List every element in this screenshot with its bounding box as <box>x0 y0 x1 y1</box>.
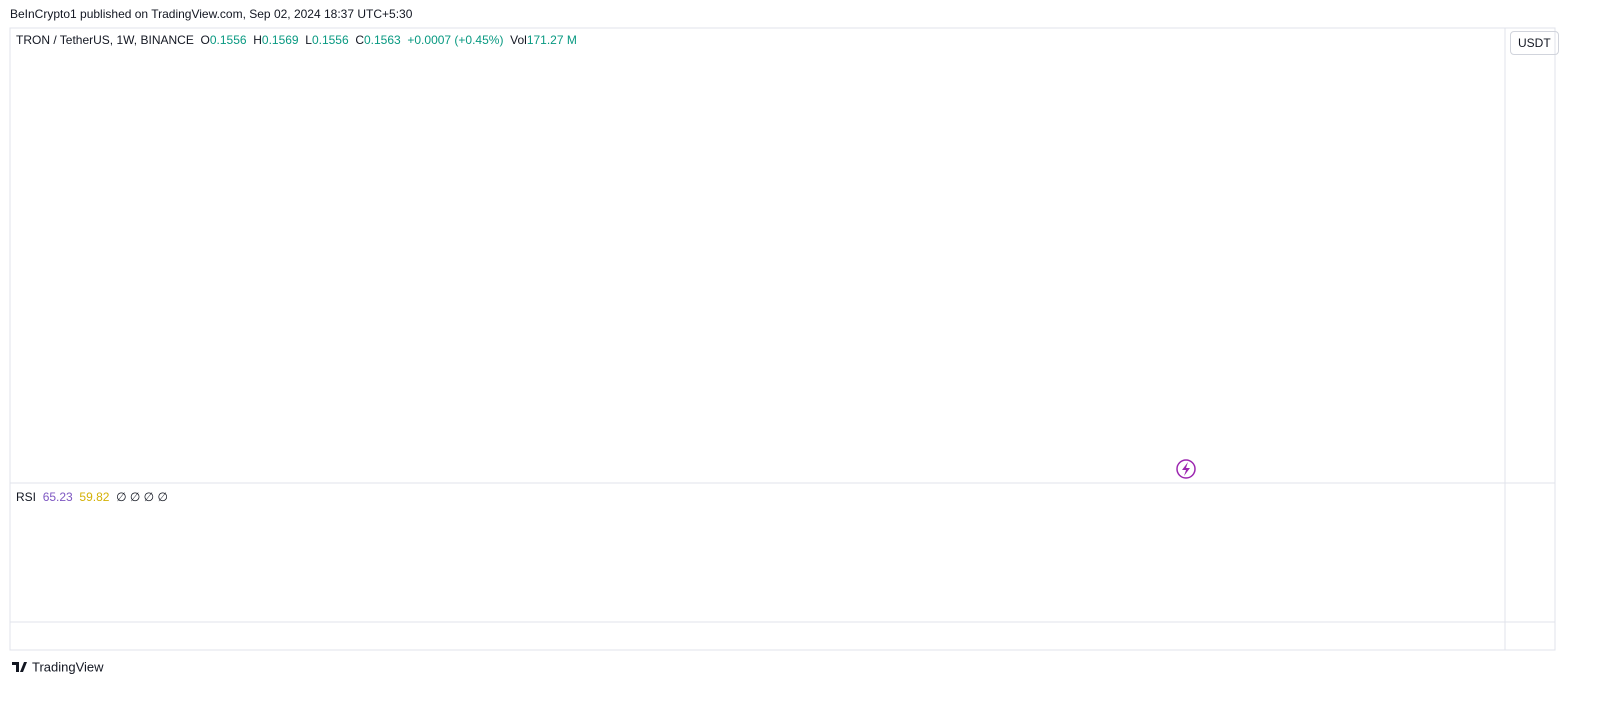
rsi-ma-value: 59.82 <box>79 490 110 504</box>
open: 0.1556 <box>209 33 247 47</box>
h-label: H <box>253 33 262 47</box>
footer-brand: TradingView <box>32 659 104 674</box>
rsi-extra: ∅ ∅ ∅ ∅ <box>116 490 168 504</box>
rsi-legend: RSI 65.23 59.82 ∅ ∅ ∅ ∅ <box>16 490 168 504</box>
rsi-name: RSI <box>16 490 37 504</box>
low: 0.1556 <box>311 33 349 47</box>
high: 0.1569 <box>261 33 299 47</box>
publisher: BeInCrypto1 published on TradingView.com… <box>10 7 413 21</box>
change: +0.0007 (+0.45%) <box>407 33 504 47</box>
event-bolt <box>1182 462 1190 476</box>
tv-logo <box>12 662 27 672</box>
vol-label: Vol <box>510 33 527 47</box>
l-label: L <box>305 33 312 47</box>
rsi-value: 65.23 <box>42 490 73 504</box>
c-label: C <box>355 33 364 47</box>
close: 0.1563 <box>364 33 401 47</box>
currency-button[interactable]: USDT <box>1510 31 1559 55</box>
o-label: O <box>200 33 210 47</box>
volume: 171.27 M <box>526 33 577 47</box>
legend: TRON / TetherUS, 1W, BINANCE O0.1556 H0.… <box>16 33 577 47</box>
symbol: TRON / TetherUS, 1W, BINANCE <box>16 33 194 47</box>
frame <box>9 27 1556 651</box>
